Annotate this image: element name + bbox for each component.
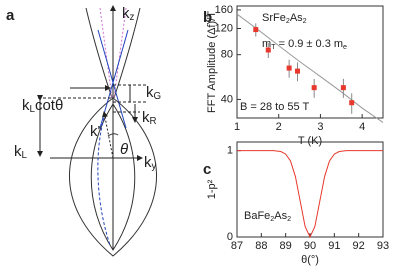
fit-line: [236, 13, 384, 123]
text-part: G: [154, 91, 162, 102]
text-part: R: [150, 116, 157, 127]
y-axis-label: 1-p²: [206, 179, 218, 199]
text-part: m: [262, 38, 271, 50]
y-tick-label: 120: [215, 22, 233, 34]
text-part: BaFe: [244, 210, 270, 222]
x-tick-label: 87: [231, 240, 243, 252]
annotation: BaFe2As2: [244, 210, 291, 223]
data-point: [286, 65, 292, 71]
text-part: k: [144, 154, 152, 171]
y-tick-label: 1: [227, 145, 233, 157]
text-part: k: [14, 143, 22, 160]
data-point: [311, 85, 317, 91]
text-part: T: [271, 43, 276, 51]
x-tick-label: 2: [276, 121, 282, 133]
data-point: [349, 100, 355, 106]
text-part: k': [90, 123, 101, 140]
text-part: y: [152, 161, 157, 172]
y-axis-label: FFT Amplitude (Δf)/T: [206, 11, 218, 113]
x-tick-label: 92: [353, 240, 365, 252]
label: kLcotθ: [22, 97, 63, 115]
diagram: kz ky kLcotθ kG kR kL k' θ: [14, 5, 161, 257]
plot-frame: [236, 5, 384, 119]
label: θ: [120, 141, 128, 158]
blue-dashed: [97, 117, 111, 246]
annotation: B = 28 to 55 T: [240, 101, 309, 113]
text-part: SrFe: [262, 12, 286, 24]
x-axis-label: T (K): [298, 135, 322, 147]
label: kG: [146, 84, 161, 102]
x-tick-label: 1: [234, 121, 240, 133]
text-part: = 0.9 ± 0.3 m: [276, 38, 344, 50]
inner-lens: [90, 103, 136, 251]
panel-label: a: [6, 7, 15, 24]
text-part: k: [22, 97, 30, 114]
text-part: k: [122, 5, 130, 22]
text-part: e: [343, 43, 347, 51]
panel-label: b: [203, 9, 212, 26]
annotation: SrFe2As2: [262, 12, 307, 25]
annotation: mT = 0.9 ± 0.3 me: [262, 38, 347, 51]
text-part: L: [22, 150, 28, 161]
text-part: θ: [55, 97, 63, 114]
text-part: 2: [287, 215, 291, 223]
data-point: [253, 27, 259, 33]
label: kL: [14, 143, 28, 161]
data-point: [265, 47, 271, 53]
data-line: [237, 150, 383, 239]
x-tick-label: 88: [255, 240, 267, 252]
text-part: 2: [286, 17, 290, 25]
label: kz: [122, 5, 135, 23]
text-part: k: [142, 109, 150, 126]
text-part: θ: [120, 141, 128, 158]
label: kR: [142, 109, 157, 127]
x-tick-label: 4: [359, 121, 365, 133]
text-part: 2: [303, 17, 307, 25]
text-part: cot: [35, 97, 56, 114]
k-prime-arrow: [102, 111, 114, 159]
y-tick-label: 0: [227, 231, 233, 243]
data-point: [340, 85, 346, 91]
data-point: [294, 68, 300, 74]
text-part: As: [274, 210, 287, 222]
text-part: 2: [270, 215, 274, 223]
theta-arc: [107, 133, 119, 137]
plot-frame: [236, 141, 384, 238]
x-tick-label: 90: [304, 240, 316, 252]
text-part: As: [290, 12, 303, 24]
outer-lens: [69, 97, 157, 257]
x-tick-label: 3: [317, 121, 323, 133]
label: k': [90, 123, 101, 140]
text-part: B = 28 to 55 T: [240, 101, 309, 113]
x-tick-label: 91: [328, 240, 340, 252]
label: ky: [144, 154, 157, 172]
y-tick-label: 160: [215, 4, 233, 16]
dotted-cone: [99, 7, 127, 99]
x-tick-label: 89: [280, 240, 292, 252]
text-part: L: [30, 104, 36, 115]
y-tick-label: 80: [221, 49, 233, 61]
x-axis-label: θ(°): [301, 254, 319, 266]
text-part: k: [146, 84, 154, 101]
x-tick-label: 93: [377, 240, 389, 252]
text-part: z: [130, 12, 135, 23]
panel-label: c: [203, 161, 211, 178]
y-tick-label: 40: [221, 93, 233, 105]
